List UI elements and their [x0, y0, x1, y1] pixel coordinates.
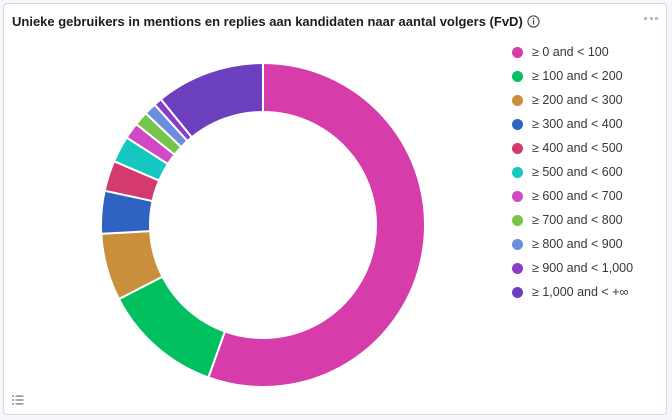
- legend-label: ≥ 1,000 and < +∞: [532, 285, 629, 299]
- legend-swatch: [512, 118, 523, 130]
- legend-swatch: [512, 166, 523, 178]
- options-dot: [644, 16, 647, 20]
- legend-item[interactable]: ≥ 900 and < 1,000: [512, 256, 633, 280]
- legend-label: ≥ 600 and < 700: [532, 189, 623, 203]
- legend-label: ≥ 300 and < 400: [532, 117, 623, 131]
- legend-swatch: [512, 190, 523, 202]
- legend-swatch: [512, 286, 523, 298]
- legend-label: ≥ 500 and < 600: [532, 165, 623, 179]
- legend-label: ≥ 200 and < 300: [532, 93, 623, 107]
- panel-options-button[interactable]: [644, 13, 658, 23]
- legend-swatch: [512, 238, 523, 250]
- legend-item[interactable]: ≥ 200 and < 300: [512, 88, 633, 112]
- info-icon[interactable]: [527, 14, 540, 28]
- legend-label: ≥ 400 and < 500: [532, 141, 623, 155]
- legend-item[interactable]: ≥ 100 and < 200: [512, 64, 633, 88]
- chart-legend: ≥ 0 and < 100 ≥ 100 and < 200 ≥ 200 and < …: [512, 40, 633, 304]
- legend-label: ≥ 100 and < 200: [532, 69, 623, 83]
- legend-item[interactable]: ≥ 300 and < 400: [512, 112, 633, 136]
- legend-label: ≥ 900 and < 1,000: [532, 261, 634, 275]
- legend-swatch: [512, 262, 523, 274]
- legend-label: ≥ 700 and < 800: [532, 213, 623, 227]
- legend-swatch: [512, 94, 523, 106]
- donut-slice[interactable]: [159, 61, 264, 139]
- visualization-panel: Unieke gebruikers in mentions en replies…: [3, 3, 667, 415]
- panel-title: Unieke gebruikers in mentions en replies…: [12, 13, 523, 29]
- legend-swatch: [512, 70, 523, 82]
- options-dot: [649, 16, 653, 20]
- legend-list-icon: [12, 395, 24, 405]
- panel-header: Unieke gebruikers in mentions en replies…: [12, 11, 540, 31]
- options-dot: [655, 16, 658, 20]
- donut-slice[interactable]: [207, 61, 426, 388]
- legend-item[interactable]: ≥ 600 and < 700: [512, 184, 633, 208]
- legend-label: ≥ 800 and < 900: [532, 237, 623, 251]
- legend-label: ≥ 0 and < 100: [532, 45, 609, 59]
- legend-swatch: [512, 142, 523, 154]
- legend-item[interactable]: ≥ 0 and < 100: [512, 40, 633, 64]
- legend-item[interactable]: ≥ 700 and < 800: [512, 208, 633, 232]
- legend-swatch: [512, 214, 523, 226]
- donut-chart: [100, 61, 426, 388]
- legend-swatch: [512, 46, 523, 58]
- legend-item[interactable]: ≥ 1,000 and < +∞: [512, 280, 633, 304]
- legend-item[interactable]: ≥ 500 and < 600: [512, 160, 633, 184]
- legend-item[interactable]: ≥ 800 and < 900: [512, 232, 633, 256]
- legend-toggle-button[interactable]: [9, 391, 27, 409]
- legend-item[interactable]: ≥ 400 and < 500: [512, 136, 633, 160]
